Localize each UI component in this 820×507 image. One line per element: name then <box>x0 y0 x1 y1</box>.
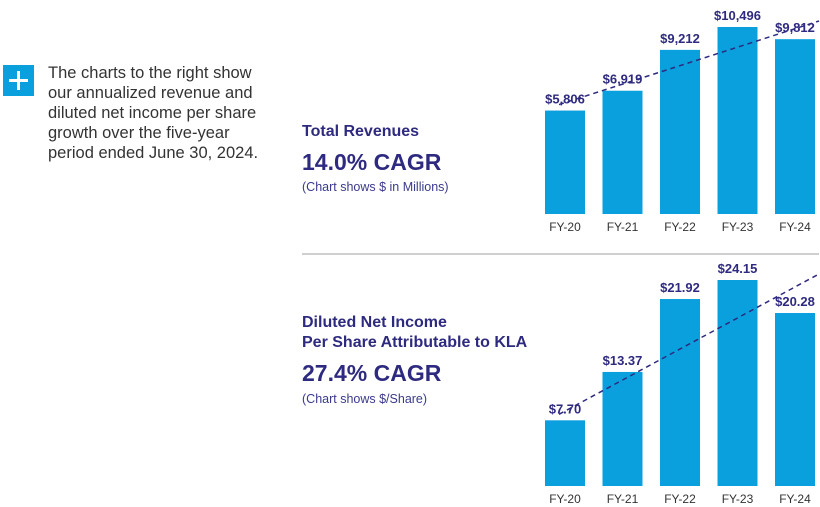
eps-bar-fy-24 <box>775 313 815 486</box>
revenue-title: Total Revenues <box>302 123 420 140</box>
eps-x-tick: FY-24 <box>779 492 811 506</box>
eps-value-label: $13.37 <box>603 353 643 368</box>
revenue-bar-fy-24 <box>775 39 815 214</box>
eps-x-tick: FY-20 <box>549 492 581 506</box>
revenue-value-label: $6,919 <box>603 72 643 87</box>
eps-bar-fy-22 <box>660 299 700 486</box>
eps-cagr: 27.4% CAGR <box>302 360 442 386</box>
eps-bar-fy-23 <box>717 280 758 486</box>
chart-divider <box>302 253 819 255</box>
eps-unit-note: (Chart shows $/Share) <box>302 392 428 406</box>
eps-x-tick: FY-22 <box>664 492 696 506</box>
revenue-x-tick: FY-24 <box>779 220 811 234</box>
plus-icon <box>3 65 34 96</box>
revenue-cagr: 14.0% CAGR <box>302 149 442 175</box>
revenue-value-label: $9,212 <box>660 31 700 46</box>
eps-bar-fy-20 <box>545 420 585 486</box>
eps-title-line2: Per Share Attributable to KLA <box>302 334 528 351</box>
eps-x-tick: FY-23 <box>722 492 754 506</box>
revenue-x-tick: FY-23 <box>722 220 754 234</box>
revenue-bar-fy-22 <box>660 49 700 214</box>
revenue-bar-fy-23 <box>717 27 758 214</box>
eps-value-label: $20.28 <box>775 294 815 309</box>
eps-title-line1: Diluted Net Income <box>302 314 447 331</box>
revenue-value-label: $5,806 <box>545 92 585 107</box>
revenue-unit-note: (Chart shows $ in Millions) <box>302 180 449 194</box>
eps-trend-line <box>558 273 820 415</box>
eps-value-label: $21.92 <box>660 280 700 295</box>
revenue-x-tick: FY-20 <box>549 220 581 234</box>
eps-value-label: $24.15 <box>718 261 758 276</box>
eps-x-tick: FY-21 <box>607 492 639 506</box>
revenue-x-tick: FY-22 <box>664 220 696 234</box>
revenue-bar-fy-20 <box>545 110 585 214</box>
intro-text: The charts to the right show our annuali… <box>48 64 259 162</box>
eps-value-label: $7.70 <box>549 401 582 416</box>
revenue-value-label: $10,496 <box>714 8 761 23</box>
eps-bar-fy-21 <box>602 371 643 486</box>
revenue-x-tick: FY-21 <box>607 220 639 234</box>
revenue-bar-fy-21 <box>602 90 643 214</box>
revenue-trend-line <box>558 20 820 106</box>
